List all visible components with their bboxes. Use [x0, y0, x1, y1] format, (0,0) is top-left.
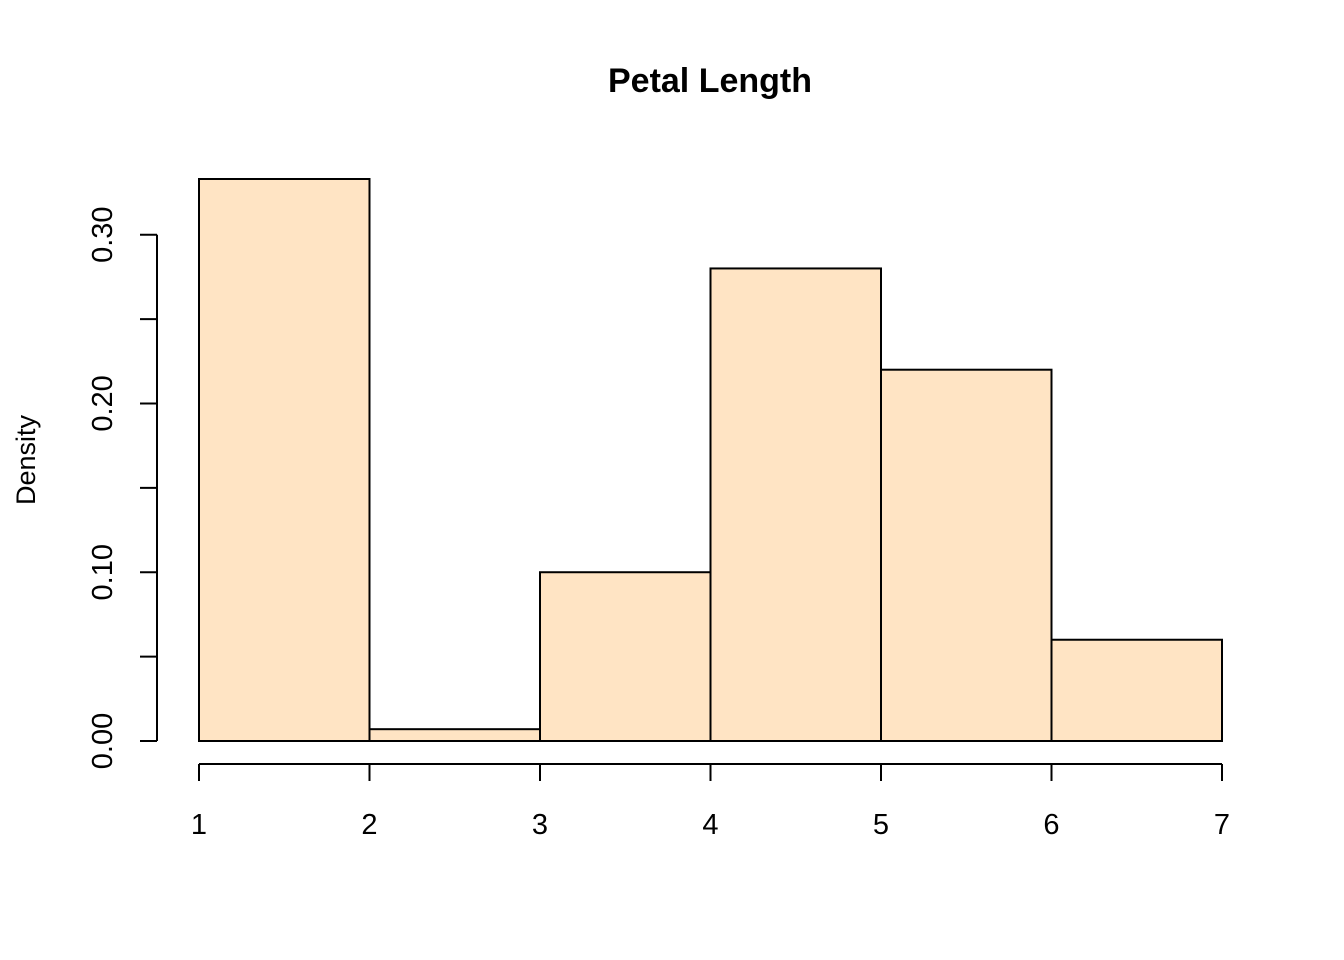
y-axis: 0.00 0.10 0.20 0.30	[87, 206, 158, 769]
y-tick-label: 0.20	[87, 375, 119, 431]
x-tick-label: 5	[873, 809, 889, 841]
chart-title: Petal Length	[608, 62, 812, 100]
histogram-bar	[198, 178, 371, 742]
histogram-bar	[539, 571, 712, 742]
histogram-bar	[1050, 638, 1223, 742]
bars-group	[198, 178, 1223, 742]
y-tick-label: 0.10	[87, 544, 119, 600]
histogram-bar	[368, 728, 541, 742]
x-tick-label: 1	[191, 809, 207, 841]
y-tick-label: 0.30	[87, 206, 119, 262]
y-axis-label: Density	[11, 414, 41, 505]
x-tick-label: 6	[1043, 809, 1059, 841]
x-tick-label: 7	[1214, 809, 1230, 841]
x-axis: 1 2 3 4 5 6 7	[191, 763, 1230, 841]
x-tick-label: 4	[702, 809, 718, 841]
x-tick-label: 3	[532, 809, 548, 841]
histogram-bar	[880, 368, 1053, 742]
histogram-bar	[709, 267, 882, 742]
y-tick-label: 0.00	[87, 713, 119, 769]
x-tick-label: 2	[361, 809, 377, 841]
